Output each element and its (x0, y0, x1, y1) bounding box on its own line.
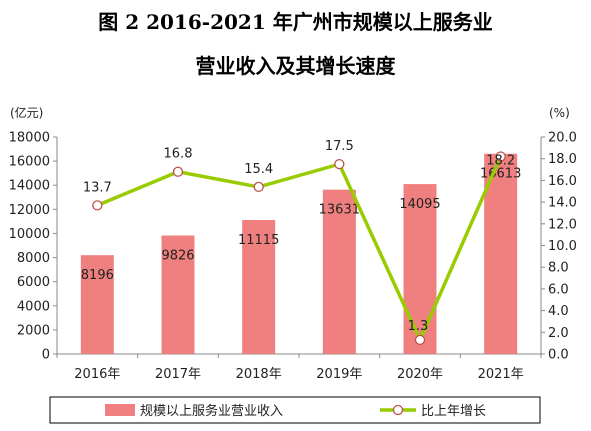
left-tick-label: 8000 (17, 251, 50, 266)
bar (80, 255, 114, 354)
bar-data-label: 16613 (480, 167, 521, 182)
line-point-marker (92, 200, 103, 211)
line-series (92, 151, 506, 346)
x-category-label: 2021年 (478, 367, 524, 382)
chart-title-line-2: 营业收入及其增长速度 (195, 54, 396, 78)
axes: 0 2000 4000 6000 8000 10000 12000 14000 16000 180… (9, 105, 577, 382)
right-axis-unit: (%) (549, 106, 570, 120)
right-tick-label: 4.0 (548, 304, 569, 319)
right-tick-label: 2.0 (548, 326, 569, 341)
bar-data-label: 11115 (238, 233, 279, 248)
right-tick-label: 10.0 (548, 239, 577, 254)
left-tick-label: 12000 (9, 203, 50, 218)
line-point-marker (414, 334, 426, 346)
x-category-label: 2020年 (397, 367, 443, 382)
x-category-label: 2016年 (74, 367, 120, 382)
left-tick-label: 4000 (17, 299, 50, 314)
bar (242, 220, 276, 354)
bar-series (80, 153, 518, 354)
bar (161, 235, 195, 354)
right-tick-label: 14.0 (548, 196, 577, 211)
bar (403, 184, 437, 354)
right-tick-label: 20.0 (548, 131, 577, 146)
right-tick-label: 8.0 (548, 261, 569, 276)
line-point-marker (253, 181, 264, 193)
bar-data-label: 9826 (161, 249, 194, 264)
legend-line-label: 比上年增长 (421, 404, 486, 419)
bar-data-labels: 8196 9826 11115 13631 14095 16613 (81, 167, 522, 283)
left-tick-label: 2000 (17, 323, 50, 338)
line-data-label: 18.2 (486, 154, 515, 169)
bar-data-label: 13631 (319, 203, 360, 218)
left-tick-label: 0 (42, 348, 50, 363)
left-tick-label: 6000 (17, 275, 50, 290)
bar (484, 153, 518, 354)
legend-line-marker (392, 404, 404, 416)
line-data-label: 13.7 (83, 180, 112, 195)
line-data-label: 16.8 (164, 147, 193, 162)
legend: 规模以上服务业营业收入 比上年增长 (49, 396, 541, 424)
x-category-label: 2019年 (316, 367, 362, 382)
line-data-labels: 13.7 16.8 15.4 17.5 1.3 18.2 (83, 139, 515, 334)
left-tick-label: 10000 (9, 227, 50, 242)
legend-bar-label: 规模以上服务业营业收入 (140, 403, 283, 419)
bar (322, 189, 356, 354)
line-data-label: 1.3 (408, 319, 429, 334)
right-tick-label: 18.0 (548, 152, 577, 167)
legend-bar-swatch (105, 404, 135, 416)
line-point-marker (334, 158, 345, 170)
line-point-marker (495, 151, 506, 162)
line-data-label: 15.4 (244, 162, 273, 177)
right-tick-label: 16.0 (548, 174, 577, 189)
left-tick-label: 18000 (9, 131, 50, 146)
line-point-marker (172, 166, 184, 177)
right-tick-label: 0.0 (548, 348, 569, 363)
bar-data-label: 8196 (81, 268, 114, 283)
left-tick-label: 16000 (9, 155, 50, 170)
bar-data-label: 14095 (399, 197, 440, 212)
left-tick-label: 14000 (9, 179, 50, 194)
right-tick-label: 6.0 (548, 282, 569, 297)
right-tick-label: 12.0 (548, 217, 577, 232)
line-data-label: 17.5 (325, 139, 354, 154)
x-category-label: 2018年 (236, 367, 282, 382)
growth-line (96, 155, 503, 342)
chart-title-line-1: 图 2 2016-2021 年广州市规模以上服务业 (98, 10, 493, 34)
left-axis-unit: (亿元) (10, 105, 43, 120)
x-category-label: 2017年 (155, 367, 201, 382)
